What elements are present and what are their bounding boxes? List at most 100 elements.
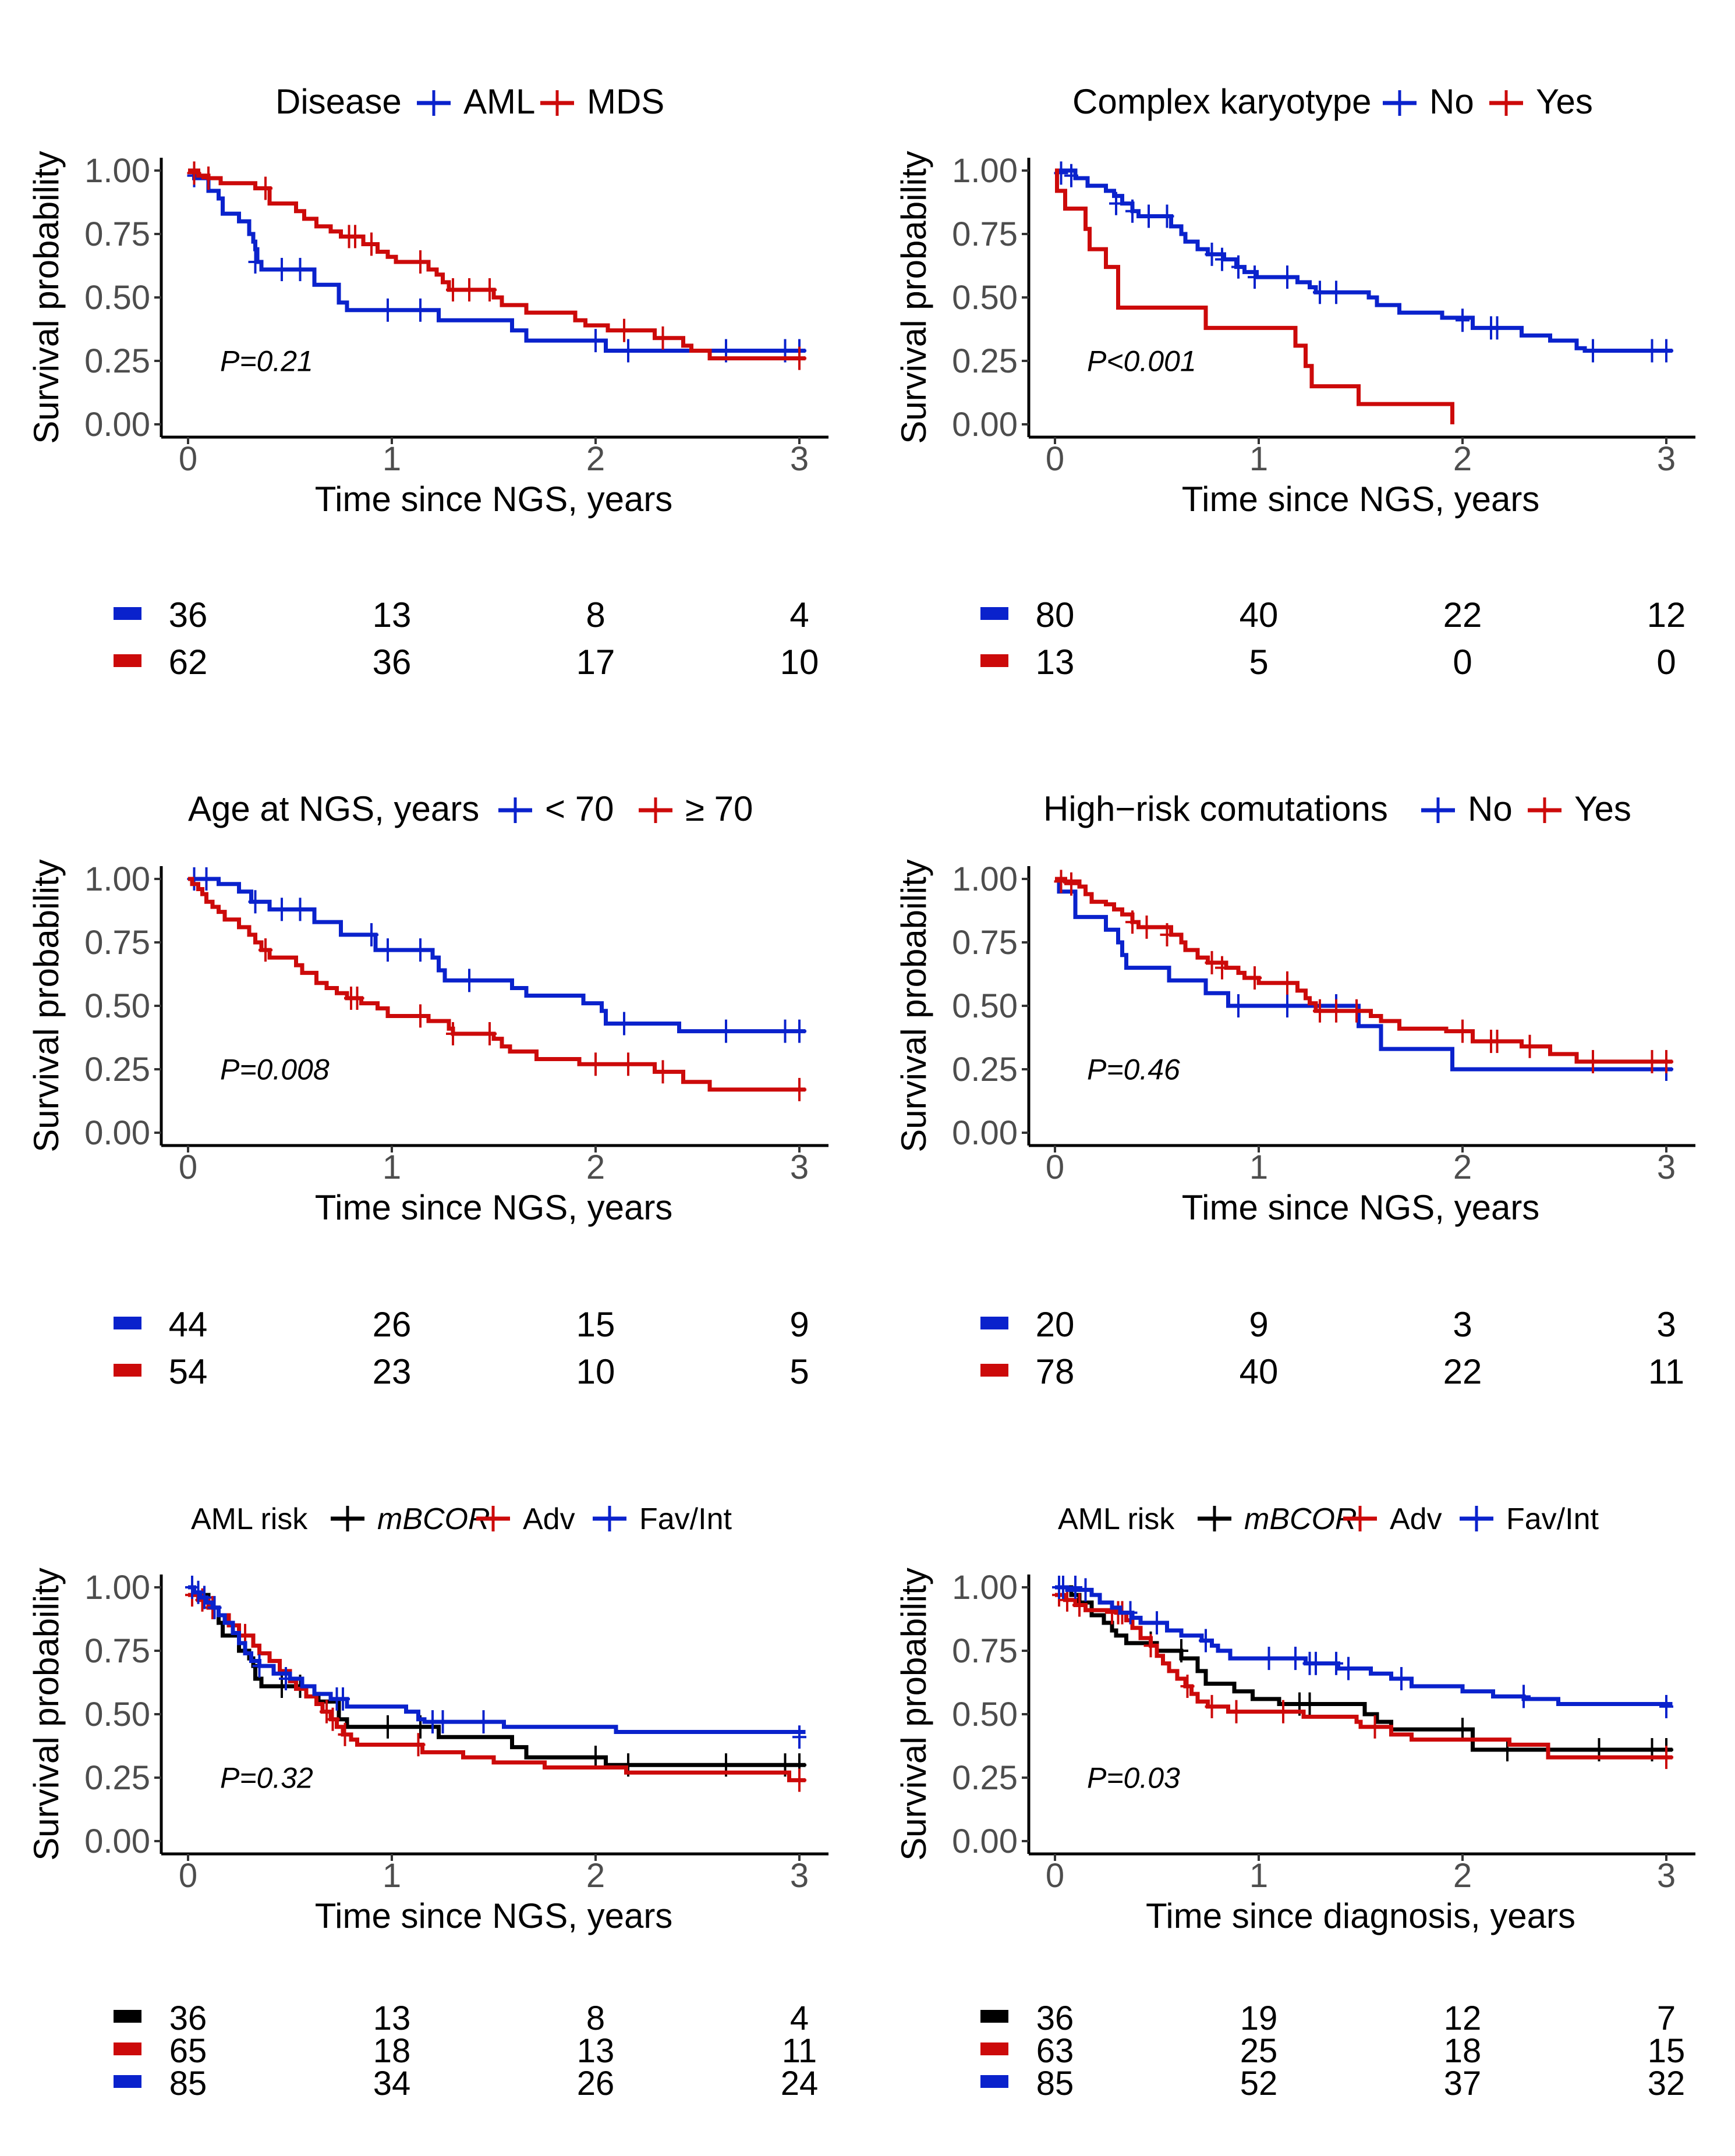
legend-key-red — [1343, 1506, 1377, 1531]
y-tick-label: 1.00 — [952, 1569, 1018, 1607]
risk-count: 24 — [781, 2065, 819, 2102]
legend-title: High−risk comutations — [1043, 789, 1388, 828]
risk-count: 26 — [577, 2065, 615, 2102]
risk-count: 13 — [373, 1999, 411, 2037]
x-axis-title: Time since NGS, years — [315, 480, 673, 519]
x-tick-label: 2 — [586, 1857, 605, 1895]
x-tick-label: 0 — [1046, 440, 1064, 478]
x-tick-label: 3 — [790, 1148, 809, 1186]
legend-key-red — [476, 1506, 510, 1531]
legend: Age at NGS, years < 70 ≥ 70 — [188, 789, 753, 828]
y-axis-title: Survival probability — [27, 1568, 66, 1861]
y-tick-label: 0.50 — [84, 279, 150, 317]
x-tick-label: 1 — [383, 440, 401, 478]
y-tick-label: 0.25 — [84, 342, 150, 380]
legend-label: ≥ 70 — [685, 789, 753, 828]
km-panel-4: High−risk comutations No Yes 0.00 0.25 0.50 0.… — [894, 789, 1695, 1391]
y-tick-label: 0.50 — [952, 279, 1018, 317]
risk-count: 5 — [789, 1352, 809, 1391]
km-curve-yes — [1055, 168, 1454, 424]
y-tick-label: 0.50 — [952, 987, 1018, 1025]
legend-key-blue — [1421, 797, 1455, 823]
y-tick-label: 0.25 — [84, 1051, 150, 1088]
survival-step-line — [188, 877, 806, 1092]
risk-count: 63 — [1036, 2032, 1074, 2070]
x-tick-label: 2 — [1453, 1148, 1472, 1186]
risk-count: 0 — [1656, 643, 1676, 682]
x-tick-label: 1 — [383, 1857, 401, 1895]
risk-count: 40 — [1240, 595, 1279, 634]
legend-key-blue — [498, 797, 532, 823]
x-tick-label: 0 — [179, 440, 197, 478]
x-tick-label: 1 — [1249, 1857, 1268, 1895]
risk-count: 7 — [1657, 1999, 1676, 2037]
risk-table-row: 36 19 12 7 — [980, 1999, 1676, 2037]
risk-count: 11 — [782, 2032, 817, 2070]
y-tick-label: 0.00 — [84, 1114, 150, 1152]
risk-count: 18 — [1444, 2032, 1482, 2070]
survival-step-line — [1055, 1593, 1673, 1760]
risk-count: 20 — [1036, 1305, 1075, 1344]
risk-table-row: 36 13 8 4 — [114, 595, 809, 634]
risk-row-color-key — [114, 607, 141, 620]
risk-table-row: 78 40 22 11 — [980, 1352, 1684, 1391]
risk-count: 0 — [1453, 643, 1472, 682]
x-tick-label: 1 — [1249, 440, 1268, 478]
risk-row-color-key — [980, 1317, 1008, 1329]
survival-step-line — [1055, 877, 1673, 1072]
p-value: P=0.46 — [1087, 1053, 1180, 1086]
risk-count: 13 — [373, 595, 412, 634]
legend-key-black — [1198, 1506, 1231, 1531]
y-tick-label: 0.50 — [84, 987, 150, 1025]
p-value: P=0.32 — [220, 1761, 313, 1794]
legend-key-blue — [417, 90, 451, 116]
risk-count: 13 — [1036, 643, 1075, 682]
y-tick-label: 0.00 — [952, 406, 1018, 444]
survival-step-line — [188, 168, 806, 353]
legend: High−risk comutations No Yes — [1043, 789, 1631, 828]
risk-count: 54 — [169, 1352, 208, 1391]
x-tick-label: 3 — [1657, 1857, 1676, 1895]
y-tick-label: 0.25 — [952, 342, 1018, 380]
risk-count: 26 — [373, 1305, 412, 1344]
km-curve-no — [1054, 161, 1673, 363]
y-tick-label: 0.00 — [84, 406, 150, 444]
risk-table-row: 85 52 37 32 — [980, 2065, 1685, 2102]
km-panel-2: Complex karyotype No Yes 0.00 0.25 0.50 0.75 1.… — [894, 82, 1695, 682]
risk-count: 5 — [1249, 643, 1268, 682]
survival-step-line — [188, 1585, 806, 1767]
risk-count: 18 — [373, 2032, 411, 2070]
risk-count: 19 — [1240, 1999, 1278, 2037]
risk-table-row: 20 9 3 3 — [980, 1305, 1676, 1344]
km-panel-6: AML risk mBCOR Adv Fav/Int 0.00 0.25 0.50 0.75 1… — [894, 1502, 1695, 2102]
p-value: P=0.21 — [220, 345, 313, 377]
risk-count: 8 — [586, 1999, 605, 2037]
km-curve-adv — [1052, 1583, 1673, 1770]
y-axis-title: Survival probability — [894, 151, 933, 444]
risk-count: 36 — [169, 1999, 207, 2037]
x-tick-label: 3 — [1657, 1148, 1676, 1186]
risk-row-color-key — [980, 2075, 1008, 2088]
legend-label: No — [1429, 82, 1474, 121]
risk-count: 4 — [789, 595, 809, 634]
x-axis-title: Time since NGS, years — [315, 1188, 673, 1227]
legend-label: AML — [463, 82, 535, 121]
x-axis-title: Time since diagnosis, years — [1146, 1896, 1575, 1935]
risk-count: 78 — [1036, 1352, 1075, 1391]
risk-count: 8 — [586, 595, 605, 634]
risk-count: 80 — [1036, 595, 1075, 634]
risk-count: 37 — [1444, 2065, 1482, 2102]
risk-count: 25 — [1240, 2032, 1278, 2070]
risk-table-row: 85 34 26 24 — [114, 2065, 818, 2102]
p-value: P=0.03 — [1087, 1761, 1180, 1794]
x-tick-label: 2 — [586, 440, 605, 478]
legend-title: Disease — [275, 82, 402, 121]
risk-table-row: 63 25 18 15 — [980, 2032, 1685, 2070]
x-axis-title: Time since NGS, years — [315, 1896, 673, 1935]
km-curve-no — [1055, 877, 1673, 1081]
x-tick-label: 1 — [383, 1148, 401, 1186]
survival-step-line — [1055, 168, 1454, 424]
legend-label: Adv — [1390, 1502, 1442, 1536]
x-tick-label: 0 — [1046, 1148, 1064, 1186]
